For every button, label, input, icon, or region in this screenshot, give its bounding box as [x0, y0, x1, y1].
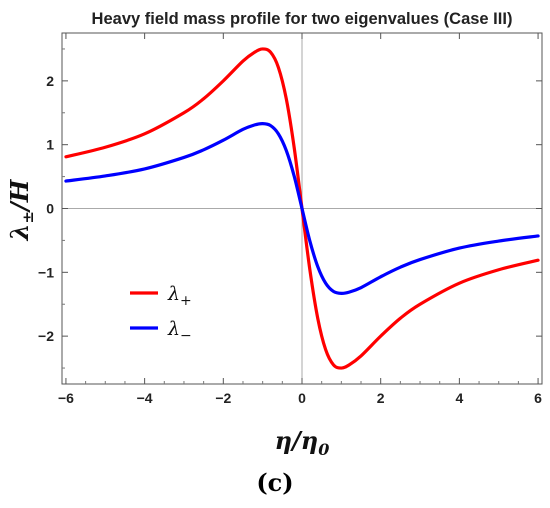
x-tick-label: −4	[137, 390, 153, 406]
y-axis-label-main: λ	[5, 224, 34, 242]
series-group	[64, 47, 540, 370]
legend-label-0: λ+	[167, 283, 192, 309]
x-axis-label-main: η/η	[275, 426, 319, 455]
legend: λ+ λ−	[130, 283, 192, 344]
y-axis-label-rest: /H	[5, 178, 34, 213]
x-axis-ticks: −6 −4 −2 0 2 4 6	[58, 33, 542, 406]
panel-label: (c)	[256, 468, 293, 497]
x-tick-label: 4	[455, 390, 463, 406]
y-tick-label: 2	[46, 73, 54, 89]
x-tick-label: −2	[215, 390, 231, 406]
y-tick-label: −2	[38, 328, 54, 344]
y-axis-ticks: −2 −1 0 1 2	[38, 48, 542, 369]
y-tick-label: −1	[38, 264, 54, 280]
x-tick-label: 6	[534, 390, 542, 406]
y-axis-label-sub: ±	[19, 211, 37, 224]
series-line-lambda-minus	[64, 122, 540, 295]
legend-label-1: λ−	[167, 318, 192, 344]
y-tick-label: 1	[46, 137, 54, 153]
x-tick-label: 2	[377, 390, 385, 406]
y-tick-label: 0	[46, 201, 54, 217]
x-tick-label: −6	[58, 390, 74, 406]
x-axis-label-sub: 0	[318, 440, 329, 459]
x-axis-label: η/η0	[275, 426, 330, 459]
chart-title: Heavy field mass profile for two eigenva…	[92, 10, 513, 28]
y-axis-label: λ±/H	[5, 178, 37, 241]
x-tick-label: 0	[298, 390, 306, 406]
